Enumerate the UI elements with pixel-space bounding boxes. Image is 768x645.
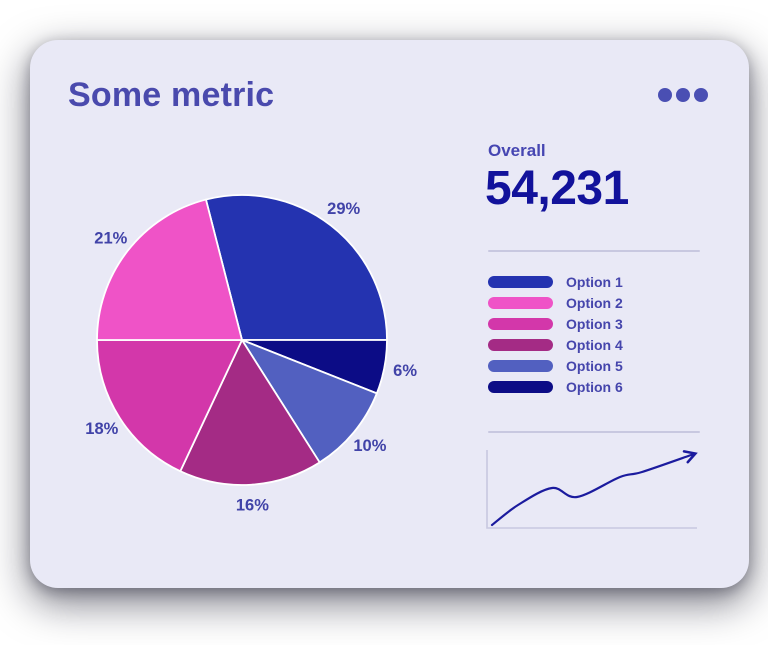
pie-data-label: 6% bbox=[393, 362, 417, 380]
pie-slice-option-5 bbox=[241, 339, 378, 464]
legend-swatch bbox=[488, 381, 553, 393]
pie-data-label: 16% bbox=[236, 497, 269, 515]
overall-value: 54,231 bbox=[485, 162, 629, 215]
legend-swatch bbox=[488, 297, 553, 309]
pie-slice-option-2 bbox=[96, 198, 243, 341]
legend-label: Option 3 bbox=[566, 316, 623, 332]
pie-data-label: 18% bbox=[85, 420, 118, 438]
pie-chart: 29% 6% 10% 16% 18% 21% bbox=[85, 194, 417, 515]
legend-label: Option 2 bbox=[566, 295, 623, 311]
legend-swatch bbox=[488, 339, 553, 351]
legend-item: Option 3 bbox=[488, 316, 623, 332]
pie-slice-option-3 bbox=[96, 339, 243, 473]
pie-slice-option-1 bbox=[205, 194, 388, 341]
legend-swatch bbox=[488, 360, 553, 372]
page-title: Some metric bbox=[68, 76, 275, 114]
ellipsis-dot-icon bbox=[694, 88, 708, 102]
pie-legend: Option 1 Option 2 Option 3 Option 4 Option 5… bbox=[488, 274, 623, 395]
divider bbox=[488, 250, 700, 252]
legend-label: Option 4 bbox=[566, 337, 623, 353]
spark-axis bbox=[486, 450, 697, 529]
ellipsis-dot-icon bbox=[676, 88, 690, 102]
pie-data-label: 29% bbox=[327, 200, 360, 218]
pie-data-label: 10% bbox=[353, 437, 386, 455]
legend-label: Option 6 bbox=[566, 379, 623, 395]
legend-label: Option 1 bbox=[566, 274, 623, 290]
legend-item: Option 1 bbox=[488, 274, 623, 290]
legend-item: Option 5 bbox=[488, 358, 623, 374]
legend-swatch bbox=[488, 318, 553, 330]
overall-label: Overall bbox=[488, 141, 546, 160]
legend-swatch bbox=[488, 276, 553, 288]
legend-item: Option 4 bbox=[488, 337, 623, 353]
ellipsis-menu-button[interactable] bbox=[654, 84, 712, 106]
spark-trend-line bbox=[490, 450, 698, 527]
ellipsis-dot-icon bbox=[658, 88, 672, 102]
legend-item: Option 2 bbox=[488, 295, 623, 311]
legend-item: Option 6 bbox=[488, 379, 623, 395]
metric-card: Some metric 29% 6% 10% 16% 18% 21% Overall 54… bbox=[30, 40, 749, 588]
pie-slice-option-4 bbox=[179, 339, 321, 486]
trend-sparkline bbox=[486, 450, 698, 529]
pie-data-label: 21% bbox=[94, 229, 127, 247]
divider bbox=[488, 431, 700, 433]
legend-label: Option 5 bbox=[566, 358, 623, 374]
